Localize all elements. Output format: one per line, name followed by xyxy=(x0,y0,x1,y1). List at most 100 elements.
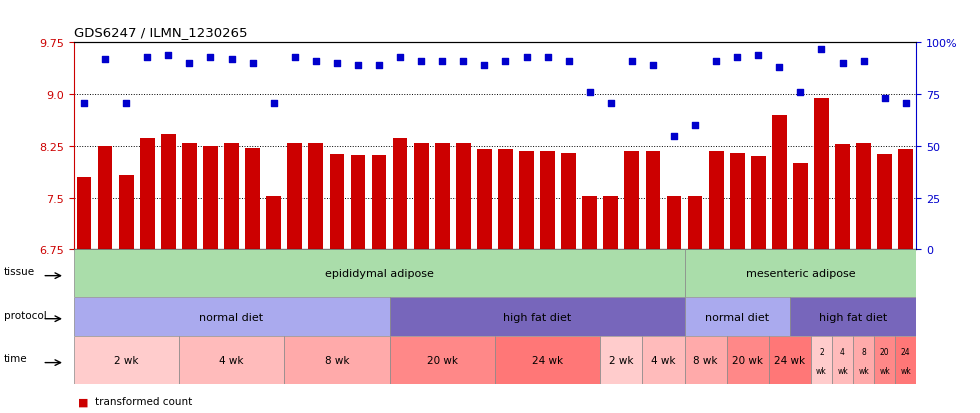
Text: normal diet: normal diet xyxy=(200,312,264,322)
Text: time: time xyxy=(4,353,27,363)
Bar xyxy=(604,197,618,250)
Text: tissue: tissue xyxy=(4,266,34,276)
Bar xyxy=(371,156,386,250)
Bar xyxy=(390,337,495,384)
Text: 2 wk: 2 wk xyxy=(114,355,138,366)
Bar xyxy=(329,154,344,250)
Bar xyxy=(390,297,685,337)
Point xyxy=(76,100,92,107)
Bar xyxy=(727,337,769,384)
Bar xyxy=(287,143,302,250)
Point xyxy=(603,100,618,107)
Point xyxy=(624,59,640,65)
Text: wk: wk xyxy=(837,366,848,375)
Text: 4 wk: 4 wk xyxy=(652,355,676,366)
Bar xyxy=(582,197,597,250)
Point xyxy=(687,123,703,129)
Text: 4: 4 xyxy=(840,347,845,356)
Bar xyxy=(74,250,685,297)
Text: 8 wk: 8 wk xyxy=(694,355,717,366)
Text: ■: ■ xyxy=(78,396,89,406)
Bar xyxy=(76,178,91,250)
Bar xyxy=(393,138,408,250)
Bar xyxy=(414,143,428,250)
Point xyxy=(835,61,851,67)
Text: normal diet: normal diet xyxy=(706,312,769,322)
Bar xyxy=(814,98,829,250)
Point xyxy=(645,63,661,69)
Text: 2 wk: 2 wk xyxy=(610,355,634,366)
Bar xyxy=(688,197,703,250)
Bar xyxy=(203,147,218,250)
Bar xyxy=(685,337,727,384)
Text: epididymal adipose: epididymal adipose xyxy=(324,268,433,279)
Bar xyxy=(854,337,874,384)
Bar xyxy=(140,138,155,250)
Text: wk: wk xyxy=(879,366,890,375)
Point xyxy=(877,96,893,102)
Point xyxy=(308,59,323,65)
Point xyxy=(793,90,808,96)
Bar xyxy=(730,154,745,250)
Bar xyxy=(182,143,197,250)
Text: 24 wk: 24 wk xyxy=(774,355,806,366)
Bar xyxy=(857,143,871,250)
Bar xyxy=(685,297,790,337)
Text: wk: wk xyxy=(901,366,911,375)
Bar xyxy=(284,337,390,384)
Point xyxy=(371,63,387,69)
Text: 8: 8 xyxy=(861,347,866,356)
Text: 20 wk: 20 wk xyxy=(732,355,763,366)
Bar xyxy=(178,337,284,384)
Text: protocol: protocol xyxy=(4,310,46,320)
Text: 24: 24 xyxy=(901,347,910,356)
Point xyxy=(434,59,450,65)
Bar xyxy=(769,337,811,384)
Bar xyxy=(540,152,555,250)
Point xyxy=(709,59,724,65)
Bar xyxy=(309,143,323,250)
Point xyxy=(203,55,219,61)
Bar xyxy=(74,297,390,337)
Bar xyxy=(643,337,685,384)
Bar xyxy=(624,152,639,250)
Bar xyxy=(351,156,366,250)
Bar xyxy=(119,176,133,250)
Point xyxy=(119,100,134,107)
Point xyxy=(414,59,429,65)
Point xyxy=(456,59,471,65)
Point xyxy=(898,100,913,107)
Point xyxy=(97,57,113,63)
Point xyxy=(392,55,408,61)
Point xyxy=(161,52,176,59)
Bar xyxy=(519,152,534,250)
Point xyxy=(329,61,345,67)
Bar xyxy=(161,135,175,250)
Point xyxy=(751,52,766,59)
Bar xyxy=(498,150,513,250)
Text: mesenteric adipose: mesenteric adipose xyxy=(746,268,856,279)
Text: 8 wk: 8 wk xyxy=(324,355,349,366)
Text: 24 wk: 24 wk xyxy=(532,355,563,366)
Bar xyxy=(790,297,916,337)
Point xyxy=(813,46,829,53)
Point xyxy=(518,55,534,61)
Point xyxy=(139,55,155,61)
Point xyxy=(245,61,261,67)
Text: 4 wk: 4 wk xyxy=(220,355,244,366)
Text: 2: 2 xyxy=(819,347,824,356)
Point xyxy=(181,61,197,67)
Bar xyxy=(224,143,239,250)
Text: wk: wk xyxy=(816,366,827,375)
Bar xyxy=(709,152,723,250)
Bar xyxy=(562,154,576,250)
Point xyxy=(540,55,556,61)
Bar xyxy=(835,145,850,250)
Bar xyxy=(646,152,661,250)
Point xyxy=(350,63,366,69)
Point xyxy=(771,65,787,71)
Bar xyxy=(874,337,896,384)
Bar xyxy=(666,197,681,250)
Bar xyxy=(267,197,281,250)
Point xyxy=(498,59,514,65)
